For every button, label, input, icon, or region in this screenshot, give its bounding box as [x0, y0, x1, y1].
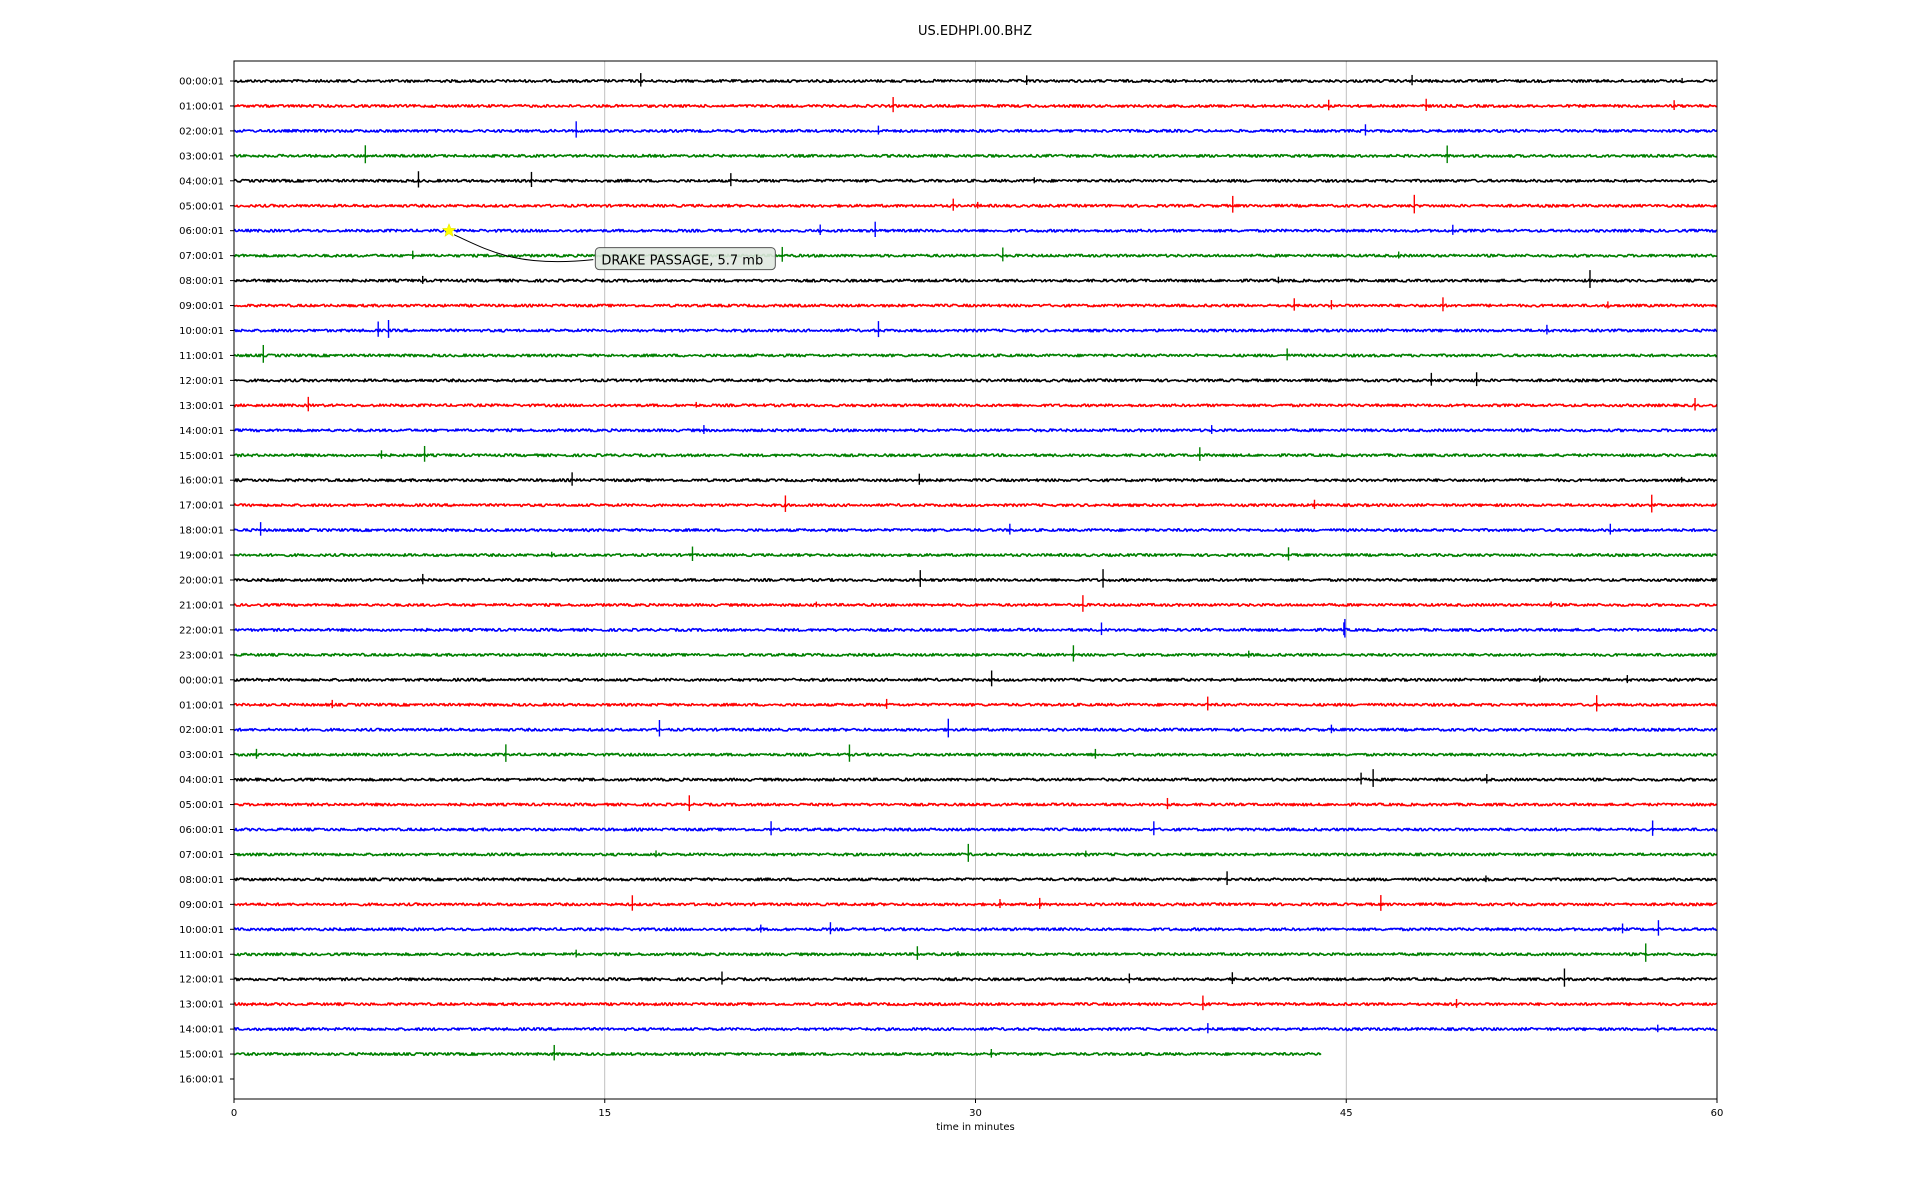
trace-line [233, 328, 1718, 333]
trace-line [233, 927, 1718, 932]
trace-line [233, 78, 1718, 84]
row-label: 01:00:01 [179, 700, 224, 711]
row-label: 06:00:01 [179, 226, 224, 237]
row-label: 07:00:01 [179, 251, 224, 262]
trace-line [233, 677, 1718, 682]
annotation-box [594, 247, 776, 271]
row-label: 05:00:01 [179, 201, 224, 212]
x-tick-label: 30 [969, 1108, 982, 1119]
row-label: 20:00:01 [179, 576, 224, 587]
row-label: 13:00:01 [179, 1000, 224, 1011]
row-label: 02:00:01 [179, 126, 224, 137]
row-label: 23:00:01 [179, 650, 224, 661]
trace-line [233, 378, 1718, 383]
row-label: 16:00:01 [179, 1075, 224, 1086]
trace-line [233, 702, 1718, 707]
trace-line [233, 103, 1718, 108]
trace-line [233, 278, 1718, 283]
trace-line [233, 128, 1718, 133]
row-label: 15:00:01 [179, 1050, 224, 1061]
row-label: 13:00:01 [179, 401, 224, 412]
row-label: 02:00:01 [179, 725, 224, 736]
x-tick-label: 0 [231, 1108, 237, 1119]
row-label: 15:00:01 [179, 451, 224, 462]
trace-line [233, 553, 1718, 558]
row-label: 03:00:01 [179, 151, 224, 162]
row-label: 11:00:01 [179, 351, 224, 362]
trace-line [233, 503, 1718, 508]
trace-line [233, 178, 1718, 183]
row-label: 14:00:01 [179, 1025, 224, 1036]
x-axis-label: time in minutes [936, 1122, 1015, 1133]
row-label: 03:00:01 [179, 750, 224, 761]
trace-line [233, 777, 1718, 782]
seismic-traces [233, 73, 1718, 1061]
trace-line [233, 528, 1718, 533]
trace-line [233, 627, 1718, 632]
trace-line [233, 253, 1718, 258]
event-star-marker [441, 222, 457, 237]
plot-frame [233, 60, 1718, 1100]
trace-line [233, 977, 1718, 982]
row-label: 08:00:01 [179, 875, 224, 886]
trace-line [233, 902, 1718, 907]
trace-line [233, 403, 1718, 408]
row-label: 04:00:01 [179, 176, 224, 187]
x-tick-label: 45 [1340, 1108, 1353, 1119]
trace-line [233, 602, 1718, 607]
trace-line [233, 428, 1718, 433]
trace-line [233, 303, 1718, 308]
trace-line [233, 652, 1718, 657]
row-label: 12:00:01 [179, 975, 224, 986]
trace-line [233, 727, 1718, 732]
row-label: 14:00:01 [179, 426, 224, 437]
row-label: 11:00:01 [179, 950, 224, 961]
row-label: 04:00:01 [179, 775, 224, 786]
annotation-arrow [453, 234, 594, 263]
row-label: 10:00:01 [179, 925, 224, 936]
trace-line [233, 802, 1718, 807]
trace-line [233, 1027, 1717, 1032]
row-label: 21:00:01 [179, 600, 224, 611]
row-label: 19:00:01 [179, 551, 224, 562]
row-label: 05:00:01 [179, 800, 224, 811]
event-annotation: DRAKE PASSAGE, 5.7 mb [441, 222, 776, 271]
trace-line [233, 752, 1718, 757]
trace-line [233, 478, 1718, 483]
row-label: 17:00:01 [179, 501, 224, 512]
row-label: 22:00:01 [179, 625, 224, 636]
trace-line [233, 952, 1718, 957]
row-label: 06:00:01 [179, 825, 224, 836]
row-label: 08:00:01 [179, 276, 224, 287]
trace-line [233, 228, 1718, 233]
chart-title: US.EDHPI.00.BHZ [918, 24, 1032, 39]
trace-line [233, 453, 1718, 458]
trace-line [233, 353, 1718, 358]
row-label: 07:00:01 [179, 850, 224, 861]
row-label: 18:00:01 [179, 526, 224, 537]
trace-line [233, 877, 1717, 882]
trace-line [233, 203, 1718, 208]
trace-line [233, 1052, 1322, 1057]
row-label: 00:00:01 [179, 675, 224, 686]
row-label: 16:00:01 [179, 476, 224, 487]
x-axis-ticks: 0 15 30 45 60 [231, 1099, 1724, 1119]
row-time-labels: 00:00:01 01:00:01 02:00:01 03:00:01 04:00:01… [179, 77, 234, 1086]
row-label: 09:00:01 [179, 301, 224, 312]
row-label: 12:00:01 [179, 376, 224, 387]
x-tick-label: 60 [1711, 1108, 1724, 1119]
row-label: 01:00:01 [179, 101, 224, 112]
trace-line [233, 852, 1718, 857]
trace-line [233, 1002, 1718, 1007]
trace-line [233, 153, 1718, 158]
x-tick-label: 15 [598, 1108, 611, 1119]
trace-line [233, 577, 1718, 583]
row-label: 09:00:01 [179, 900, 224, 911]
trace-line [233, 827, 1718, 832]
row-label: 00:00:01 [179, 77, 224, 88]
annotation-label: DRAKE PASSAGE, 5.7 mb [601, 254, 763, 269]
row-label: 10:00:01 [179, 326, 224, 337]
